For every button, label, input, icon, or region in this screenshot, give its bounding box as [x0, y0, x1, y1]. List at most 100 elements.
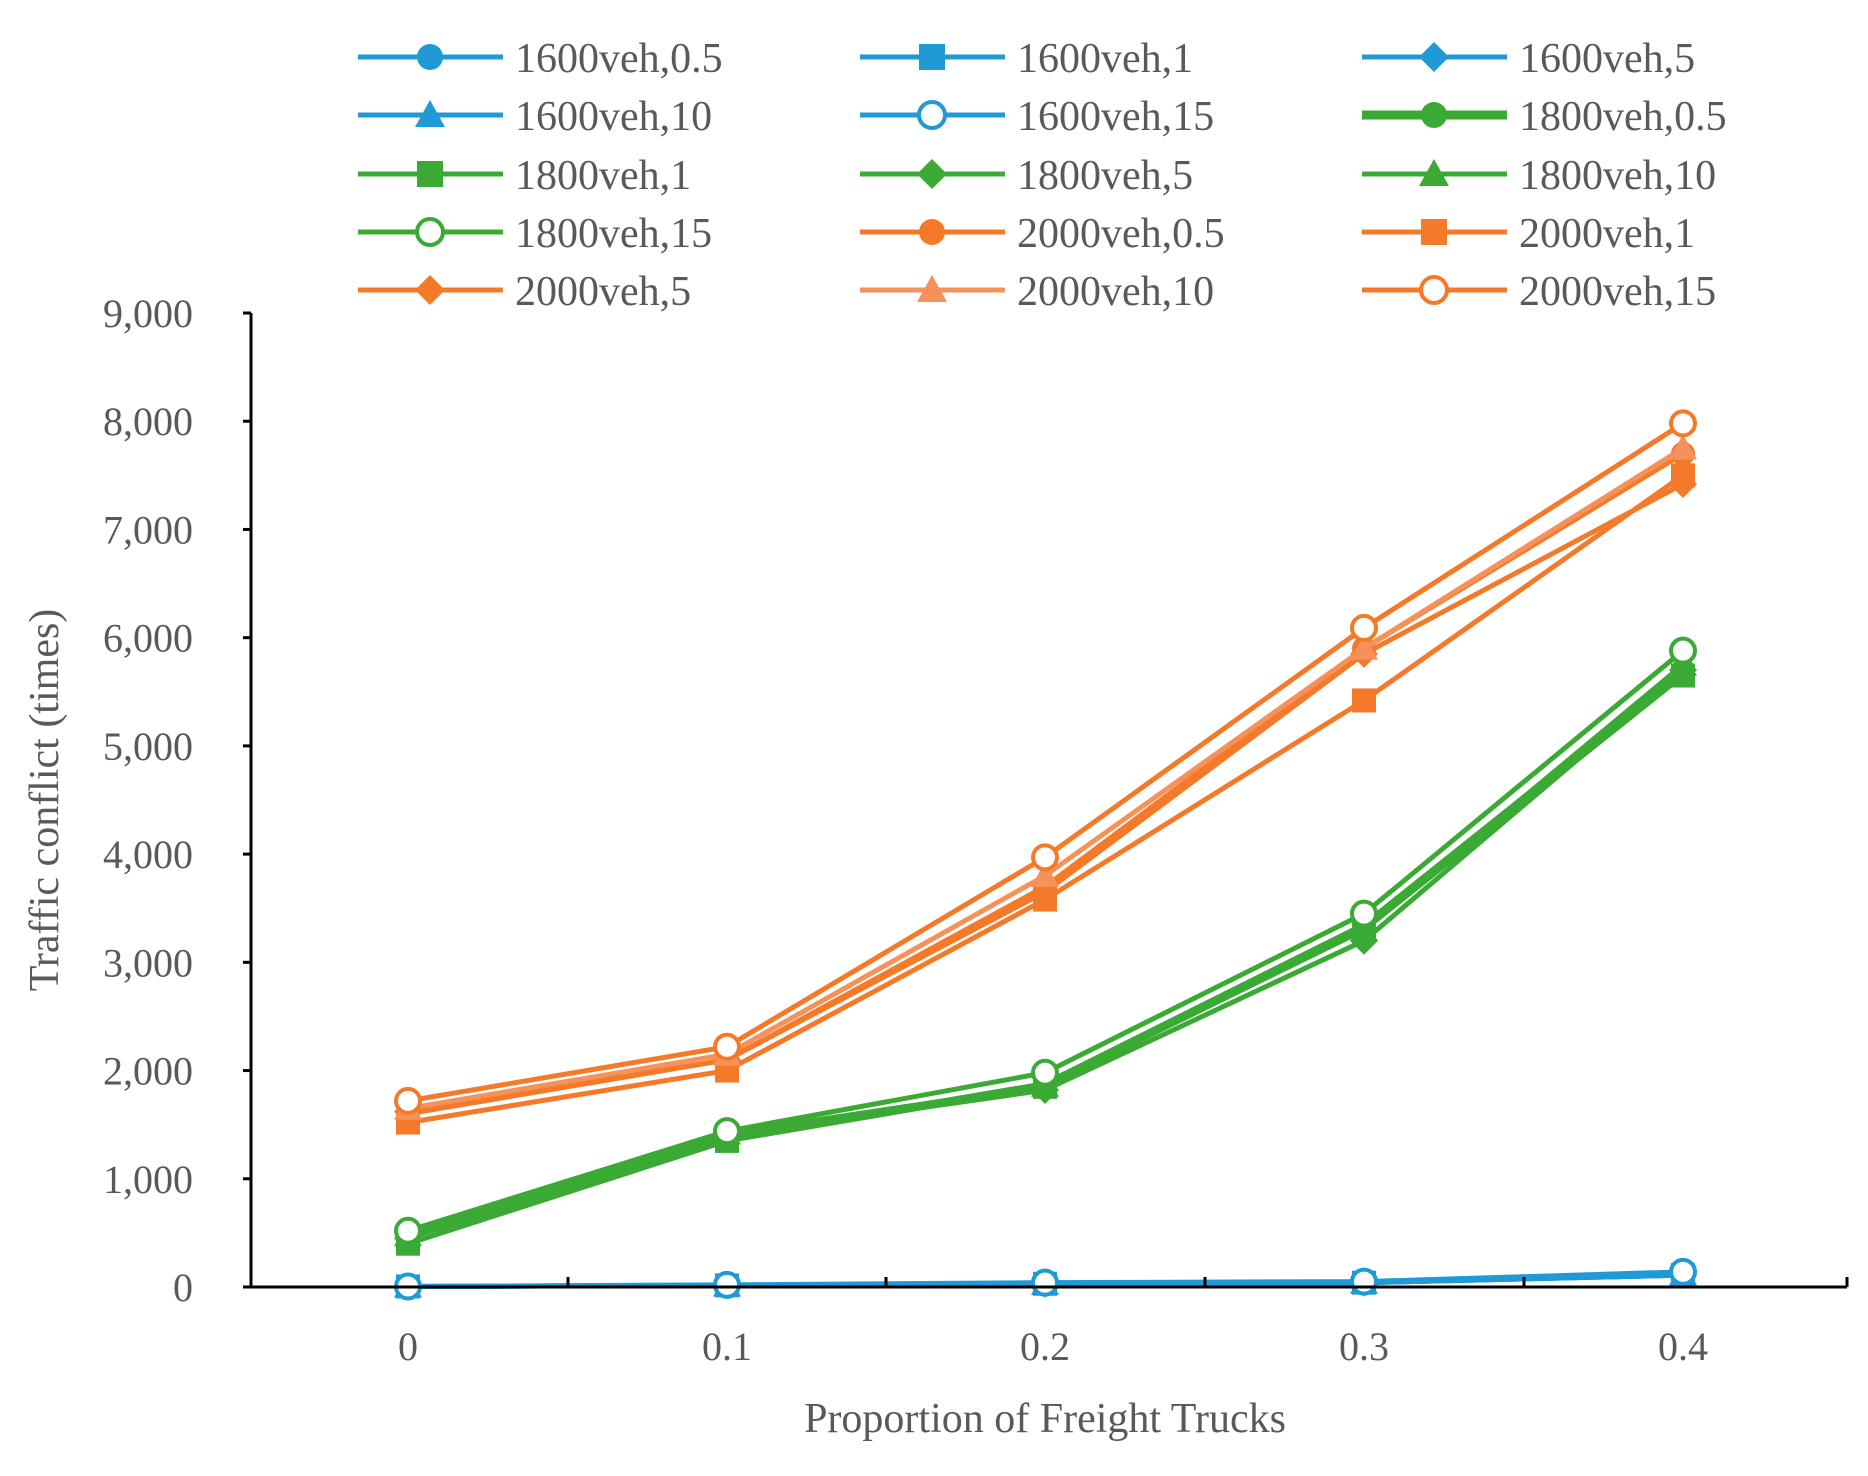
data-point [1031, 843, 1059, 872]
legend-marker [415, 275, 445, 305]
y-tick-label: 2,000 [103, 1049, 193, 1094]
legend-label: 2000veh,1 [1519, 211, 1695, 257]
x-tick-label: 0.1 [702, 1324, 752, 1369]
y-tick-label: 8,000 [103, 399, 193, 444]
series-line [407, 668, 1685, 1241]
ticks: 0 1,000 2,000 3,000 4,000 5,000 6,000 7,000 8,00… [103, 291, 1849, 1369]
legend-marker [1421, 102, 1447, 128]
series-layer [394, 409, 1697, 1301]
series-1800veh-1 [396, 663, 1695, 1256]
data-point [1031, 861, 1059, 887]
legend-label: 1600veh,1 [1017, 36, 1193, 82]
legend-entry: 2000veh,1 [1362, 211, 1695, 257]
legend-label: 1600veh,5 [1519, 36, 1695, 82]
data-point [1669, 434, 1697, 460]
y-tick-label: 6,000 [103, 616, 193, 661]
data-point [1350, 634, 1378, 660]
legend-marker [415, 100, 445, 127]
legend-label: 1800veh,10 [1519, 153, 1716, 199]
series-line [407, 451, 1685, 1117]
legend-marker [917, 275, 947, 302]
legend-entry: 2000veh,5 [358, 269, 691, 315]
data-point [1350, 915, 1378, 942]
series-2000veh-0-5 [396, 441, 1695, 1126]
data-point [1350, 1267, 1378, 1296]
legend-label: 2000veh,10 [1017, 269, 1214, 315]
legend-label: 1600veh,10 [515, 94, 712, 140]
legend-entry: 1800veh,0.5 [1362, 94, 1727, 140]
data-point [1669, 469, 1697, 498]
y-tick-label: 7,000 [103, 507, 193, 552]
legend-entry: 2000veh,15 [1362, 269, 1716, 315]
series-line [407, 648, 1685, 1234]
legend-label: 2000veh,0.5 [1017, 211, 1225, 257]
legend-entry: 1600veh,5 [1362, 36, 1695, 82]
legend-marker [917, 159, 947, 189]
axes [249, 313, 1847, 1289]
x-axis-title: Proportion of Freight Trucks [804, 1396, 1286, 1442]
legend-label: 1600veh,0.5 [515, 36, 723, 82]
legend-entry: 1600veh,15 [860, 94, 1214, 140]
series-2000veh-10 [394, 434, 1697, 1120]
legend: 1600veh,0.5 1600veh,1 1600veh,5 1600veh,10 1… [358, 36, 1727, 315]
legend-entry: 1600veh,1 [860, 36, 1193, 82]
data-point [713, 1270, 741, 1299]
legend-label: 1800veh,0.5 [1519, 94, 1727, 140]
data-point [1031, 1058, 1059, 1087]
series-2000veh-15 [394, 409, 1697, 1115]
legend-marker [917, 100, 947, 130]
legend-entry: 1800veh,10 [1362, 153, 1716, 199]
legend-marker [1419, 275, 1449, 305]
data-point [1350, 613, 1378, 642]
legend-label: 1800veh,1 [515, 153, 691, 199]
y-axis-title: Traffic conflict (times) [22, 609, 68, 992]
y-tick-label: 0 [173, 1265, 193, 1310]
series-line [407, 481, 1685, 1115]
data-point [1031, 1268, 1059, 1297]
x-tick-label: 0.4 [1658, 1324, 1708, 1369]
legend-entry: 1800veh,1 [358, 153, 691, 199]
x-tick-label: 0 [398, 1324, 418, 1369]
legend-marker [415, 217, 445, 247]
series-1800veh-15 [394, 636, 1697, 1245]
legend-label: 1600veh,15 [1017, 94, 1214, 140]
x-tick-label: 0.2 [1020, 1324, 1070, 1369]
legend-label: 1800veh,5 [1017, 153, 1193, 199]
legend-entry: 2000veh,10 [860, 269, 1214, 315]
y-tick-label: 1,000 [103, 1157, 193, 1202]
legend-marker [417, 161, 443, 187]
x-tick-label: 0.3 [1339, 1324, 1389, 1369]
data-point [394, 1086, 422, 1115]
legend-entry: 2000veh,0.5 [860, 211, 1225, 257]
legend-marker [1419, 42, 1449, 72]
y-tick-label: 9,000 [103, 291, 193, 336]
data-point [1669, 636, 1697, 665]
legend-label: 2000veh,5 [515, 269, 691, 315]
series-1800veh-5 [394, 656, 1697, 1253]
series-line [407, 421, 1685, 1104]
series-line [407, 662, 1685, 1238]
legend-marker [919, 44, 945, 70]
legend-label: 2000veh,15 [1519, 269, 1716, 315]
data-point [1352, 688, 1376, 713]
data-point [1669, 409, 1697, 438]
series-1800veh-10 [394, 650, 1697, 1247]
y-tick-label: 3,000 [103, 940, 193, 985]
legend-entry: 1600veh,0.5 [358, 36, 723, 82]
data-point [1669, 1257, 1697, 1286]
series-1800veh-0-5 [396, 658, 1695, 1251]
legend-marker [1421, 219, 1447, 245]
legend-entry: 1600veh,10 [358, 94, 712, 140]
series-line [407, 673, 1685, 1247]
legend-entry: 1800veh,15 [358, 211, 712, 257]
data-point [713, 1117, 741, 1146]
legend-entry: 1800veh,5 [860, 153, 1193, 199]
series-line [407, 668, 1685, 1241]
legend-label: 1800veh,15 [515, 211, 712, 257]
data-point [713, 1032, 741, 1061]
legend-marker [417, 44, 443, 70]
y-tick-label: 5,000 [103, 724, 193, 769]
legend-marker [919, 219, 945, 245]
y-tick-label: 4,000 [103, 832, 193, 877]
